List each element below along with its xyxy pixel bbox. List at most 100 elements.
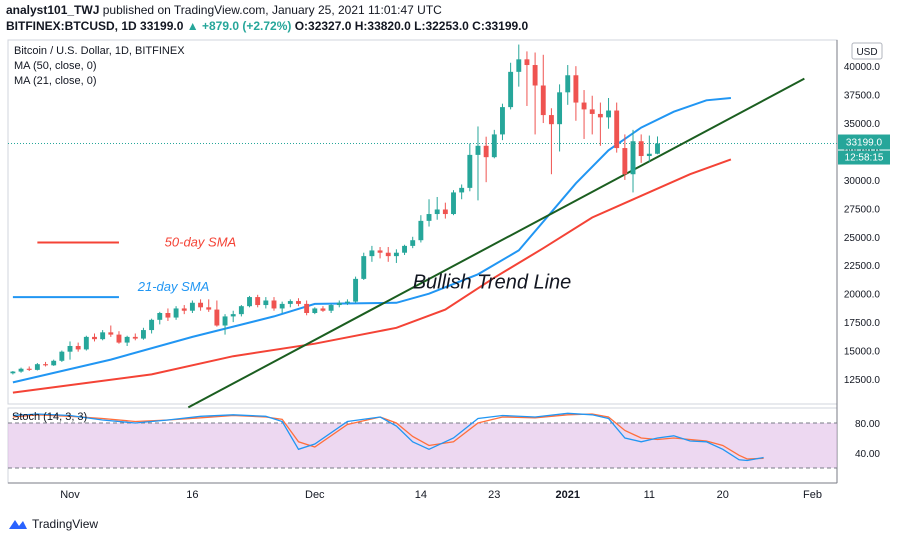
candle-body [34, 364, 40, 370]
time-tick-label: 14 [415, 489, 427, 501]
price-change: ▲ +879.0 (+2.72%) [186, 19, 292, 33]
candle-body [655, 143, 660, 154]
candle-body [459, 187, 465, 193]
symbol-line: BITFINEX:BTCUSD, 1D 33199.0 ▲ +879.0 (+2… [6, 19, 528, 33]
ma21-line [12, 97, 731, 384]
candle-body [548, 115, 554, 125]
candle-body [516, 59, 522, 72]
candle-body [426, 214, 432, 221]
time-tick-label: Nov [60, 489, 80, 501]
publisher-name[interactable]: analyst101_TWJ [6, 3, 100, 17]
candle-body [393, 252, 399, 257]
candle-body [296, 301, 301, 304]
time-tick-label: 11 [644, 489, 655, 501]
price-tick-label: 37500.0 [844, 91, 881, 102]
candle-body [157, 313, 163, 320]
time-tick-label: 16 [186, 489, 198, 501]
candle-body [108, 332, 114, 335]
candle-body [230, 314, 236, 317]
candle-body [508, 71, 514, 108]
candle-body [377, 250, 383, 253]
candle-body [589, 109, 595, 114]
stoch-tick-label: 80.00 [855, 419, 880, 430]
candle-body [263, 300, 269, 306]
candle-body [320, 308, 326, 311]
candle-body [140, 330, 146, 339]
price-tick-label: 15000.0 [844, 347, 881, 358]
candle-body [622, 148, 628, 175]
candle-body [385, 252, 391, 257]
candle-body [344, 301, 350, 303]
countdown-tag [838, 150, 890, 165]
candle-body [581, 102, 587, 110]
annotation-label: 21-day SMA [137, 279, 210, 294]
ohlc-values: O:32327.0 H:33820.0 L:32253.0 C:33199.0 [294, 19, 529, 33]
candle-body [524, 59, 530, 66]
candle-body [238, 306, 244, 315]
candle-body [328, 305, 334, 311]
candle-body [222, 316, 228, 326]
price-tick-label: 12500.0 [844, 375, 881, 386]
candle-body [614, 110, 620, 149]
candle-body [75, 345, 81, 350]
legend-indicator: MA (50, close, 0) [14, 60, 97, 72]
last-price-tag-label: 33199.0 [846, 138, 883, 149]
candle-body [434, 209, 440, 215]
candle-body [467, 154, 473, 188]
candle-body [557, 92, 563, 125]
annotation-label: 50-day SMA [165, 234, 237, 249]
published-text: published on TradingView.com, January 25… [102, 3, 442, 17]
candle-body [165, 313, 171, 318]
price-tick-label: 17500.0 [844, 318, 881, 329]
candle-body [353, 278, 359, 302]
candle-body [597, 113, 603, 118]
symbol: BITFINEX:BTCUSD, 1D [6, 19, 137, 33]
last-price-tag [838, 134, 890, 150]
candle-body [451, 192, 456, 215]
candle-body [271, 300, 277, 309]
ma50-line [12, 158, 732, 394]
candle-body [540, 85, 546, 116]
candle-body [483, 145, 489, 158]
candle-body [116, 334, 122, 343]
tradingview-brand[interactable]: TradingView [8, 517, 98, 531]
candle-body [149, 319, 155, 331]
price-tick-label: 27500.0 [844, 204, 881, 215]
candle-body [312, 308, 318, 313]
legend-symbol: Bitcoin / U.S. Dollar, 1D, BITFINEX [14, 45, 185, 57]
candle-body [402, 245, 407, 253]
candle-body [336, 302, 342, 306]
candle-body [214, 309, 220, 326]
stoch-k-line [12, 412, 764, 462]
candle-body [304, 303, 310, 313]
tradingview-label: TradingView [32, 517, 99, 531]
time-tick-label: 23 [488, 489, 500, 501]
candle-body [18, 368, 24, 372]
candle-body [51, 360, 57, 366]
annotation-label: Bullish Trend Line [413, 272, 572, 294]
candle-body [442, 209, 448, 215]
last-price: 33199.0 [140, 19, 184, 33]
time-tick-label: Feb [803, 489, 822, 501]
candle-body [206, 307, 212, 310]
currency-box [851, 42, 883, 60]
price-tick-label: 25000.0 [844, 233, 881, 244]
time-tick-label: 20 [717, 489, 729, 501]
countdown-label: 12:58:15 [845, 153, 884, 164]
candle-body [100, 332, 106, 340]
price-tick-label: 40000.0 [844, 62, 881, 73]
publisher-line: analyst101_TWJ published on TradingView.… [6, 3, 442, 17]
candle-body [410, 240, 416, 246]
candle-body [59, 351, 65, 361]
candle-body [67, 345, 73, 352]
candle-body [181, 308, 187, 311]
candle-body [173, 308, 179, 318]
currency-label: USD [856, 47, 877, 58]
candle-body [83, 336, 89, 350]
price-tick-label: 20000.0 [844, 290, 881, 301]
candle-body [255, 297, 261, 306]
candle-body [10, 371, 16, 374]
candle-body [361, 256, 367, 279]
